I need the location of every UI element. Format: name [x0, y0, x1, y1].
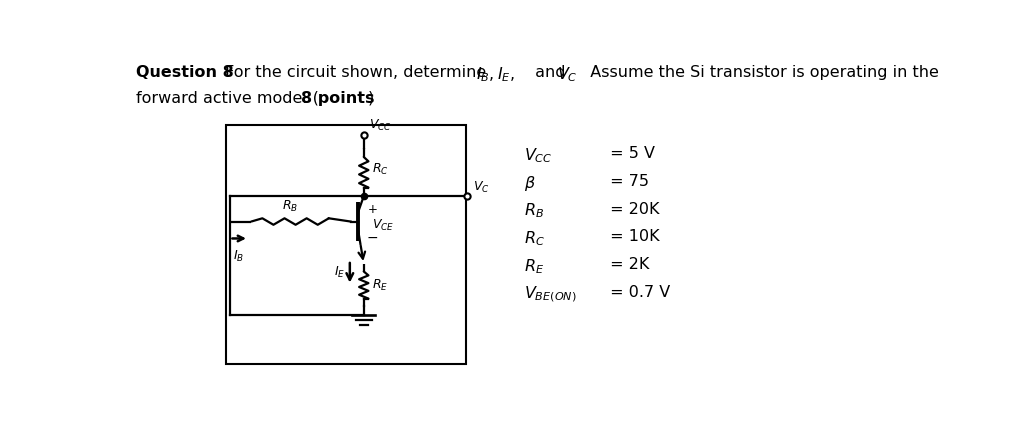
Text: Question 8: Question 8: [137, 65, 234, 80]
Text: = 2K: = 2K: [606, 257, 650, 272]
Text: $R_B$: $R_B$: [524, 202, 544, 220]
Text: $I_B, I_E,$: $I_B, I_E,$: [476, 65, 515, 84]
Text: = 75: = 75: [606, 174, 649, 189]
Text: $I_B$: $I_B$: [233, 249, 244, 264]
Text: = 20K: = 20K: [606, 202, 660, 217]
Text: forward active mode. (: forward active mode. (: [137, 91, 319, 106]
Text: $R_C$: $R_C$: [524, 229, 545, 248]
Text: $R_C$: $R_C$: [372, 162, 388, 178]
Bar: [226, 125, 466, 364]
Text: For the circuit shown, determine: For the circuit shown, determine: [220, 65, 491, 80]
Text: Assume the Si transistor is operating in the: Assume the Si transistor is operating in…: [580, 65, 938, 80]
Text: $V_{BE(ON)}$: $V_{BE(ON)}$: [524, 285, 577, 304]
Text: $R_B$: $R_B$: [282, 199, 298, 214]
Text: = 10K: = 10K: [606, 229, 660, 244]
Text: $\beta$: $\beta$: [524, 174, 536, 193]
Text: 8 points: 8 points: [301, 91, 374, 106]
Text: $V_{CE}$: $V_{CE}$: [372, 218, 394, 233]
Text: $V_C$: $V_C$: [473, 179, 489, 195]
Text: $V_{CC}$: $V_{CC}$: [524, 146, 552, 165]
Text: = 0.7 V: = 0.7 V: [606, 285, 671, 300]
Text: ): ): [368, 91, 374, 106]
Text: +: +: [368, 203, 378, 216]
Text: = 5 V: = 5 V: [606, 146, 655, 161]
Text: −: −: [366, 231, 378, 245]
Text: $R_E$: $R_E$: [524, 257, 544, 276]
Text: and: and: [530, 65, 571, 80]
Text: $V_C$: $V_C$: [556, 65, 577, 84]
Text: $V_{CC}$: $V_{CC}$: [369, 118, 392, 133]
Text: $R_E$: $R_E$: [372, 277, 387, 293]
Text: $I_E$: $I_E$: [334, 265, 345, 280]
